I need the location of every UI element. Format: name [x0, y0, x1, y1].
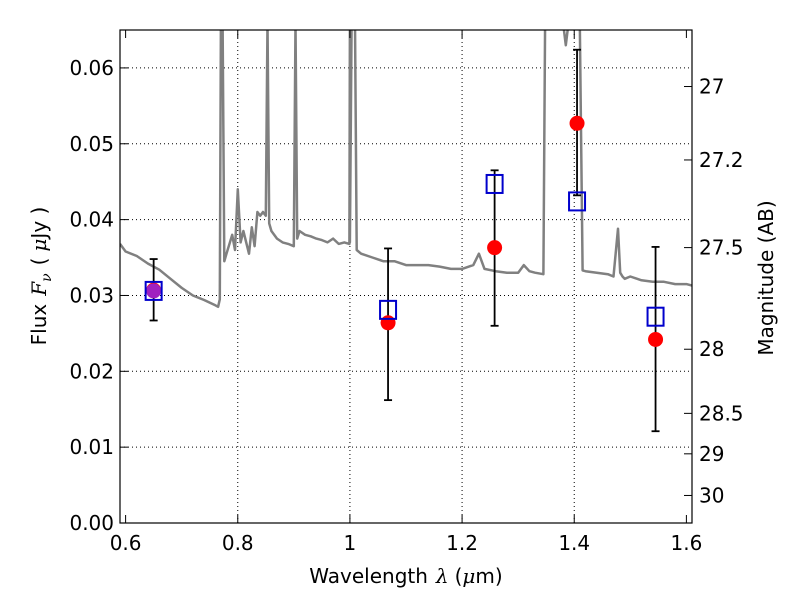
y-tick-label: 0.04 [69, 208, 114, 232]
x-tick-label: 1.6 [670, 531, 702, 555]
y-tick-label: 0.03 [69, 283, 114, 307]
model-square-marker [646, 306, 665, 327]
y-tick-label: 0.00 [69, 511, 114, 535]
observed-point [380, 315, 396, 331]
y2-axis-label: Magnitude (AB) [754, 200, 778, 355]
y2-tick-label: 27.2 [699, 148, 744, 172]
plot-frame [119, 29, 693, 524]
x-tick-label: 0.6 [110, 531, 142, 555]
observed-points-group [146, 115, 664, 347]
y-axis-label: FluxFν(μJy ) [27, 207, 55, 346]
overlap-point [146, 283, 162, 299]
grid-lines [120, 30, 692, 523]
x-tick-label: 1.2 [446, 531, 478, 555]
model-square-marker [144, 280, 163, 301]
model-square-marker [485, 173, 504, 194]
y2-tick-label: 27.5 [699, 236, 744, 260]
model-squares-group [144, 173, 665, 327]
x-tick-label: 1 [344, 531, 357, 555]
y-tick-label: 0.01 [69, 435, 114, 459]
y-tick-label: 0.06 [69, 56, 114, 80]
observed-point [569, 115, 585, 131]
model-square-marker [379, 299, 398, 320]
sed-curve-group [120, 30, 692, 309]
y-tick-label: 0.05 [69, 132, 114, 156]
x-axis-label: Wavelength λ (μm) [309, 564, 502, 588]
y2-tick-label: 28.5 [699, 401, 744, 425]
y-axis-ticks: 0.00 0.01 0.02 0.03 0.04 0.05 0.06 [69, 56, 128, 535]
y2-tick-label: 29 [699, 442, 724, 466]
y2-axis-ticks: 27 27.2 27.5 28 28.5 29 30 [684, 75, 744, 507]
y2-tick-label: 27 [699, 75, 724, 99]
observed-point [487, 240, 503, 256]
y2-tick-label: 30 [699, 483, 724, 507]
y-tick-label: 0.02 [69, 359, 114, 383]
observed-point [648, 331, 664, 347]
sed-curve-line [120, 30, 692, 309]
x-tick-label: 1.4 [558, 531, 590, 555]
y2-tick-label: 28 [699, 337, 724, 361]
x-axis-ticks: 0.6 0.8 1 1.2 1.4 1.6 [110, 30, 702, 555]
x-tick-label: 0.8 [222, 531, 254, 555]
model-square-marker [568, 191, 587, 212]
